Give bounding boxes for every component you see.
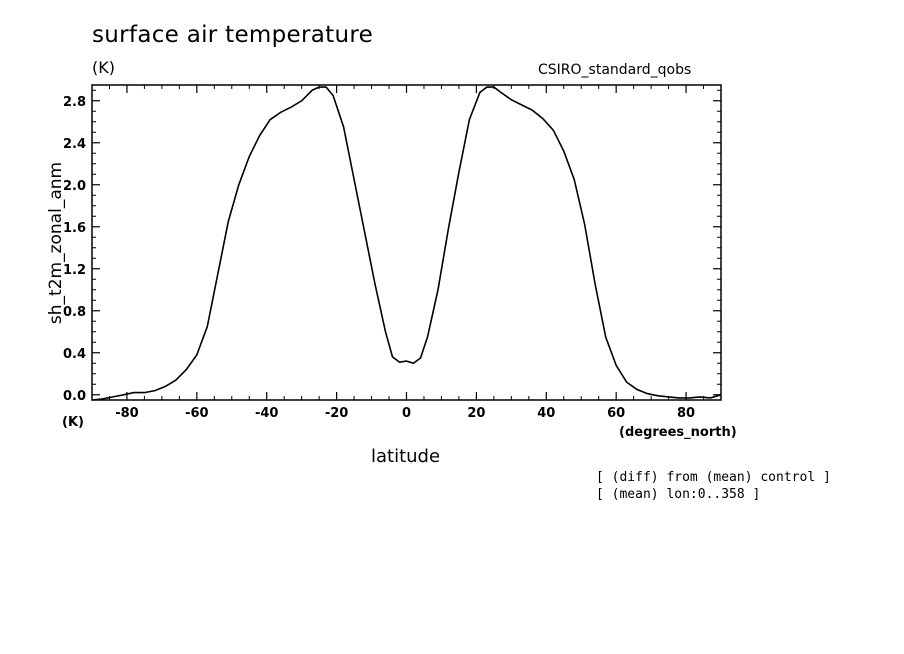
x-unit-label: (degrees_north) (619, 425, 737, 440)
note-diff: [ (diff) from (mean) control ] (596, 470, 831, 485)
chart-title: surface air temperature (92, 22, 374, 48)
series-line (91, 86, 722, 401)
x-axis-label: latitude (371, 446, 441, 467)
model-label: CSIRO_standard_qobs (538, 62, 692, 78)
y-tick-label: 0.4 (63, 347, 86, 362)
y-tick-label: 0.0 (63, 389, 86, 404)
y-tick-label: 2.8 (63, 95, 86, 110)
x-tick-label: -40 (255, 406, 279, 421)
title-units: (K) (92, 58, 115, 77)
y-tick-label: 1.6 (63, 221, 86, 236)
y-tick-label: 0.8 (63, 305, 86, 320)
x-tick-label: -80 (115, 406, 139, 421)
y-tick-label: 2.0 (63, 179, 86, 194)
x-tick-label: -60 (185, 406, 209, 421)
y-tick-label: 1.2 (63, 263, 86, 278)
y-unit-label: (K) (62, 415, 84, 430)
x-tick-label: 20 (467, 406, 485, 421)
x-tick-label: 60 (607, 406, 625, 421)
x-tick-label: 80 (677, 406, 695, 421)
x-tick-label: -20 (325, 406, 349, 421)
y-tick-label: 2.4 (63, 137, 86, 152)
x-tick-label: 40 (537, 406, 555, 421)
plot-frame (91, 84, 722, 401)
axes: -80 -60 -40 -20 0 20 40 60 80 0.0 0.4 0.8 1.2 1.6 2.0 2… (63, 85, 722, 421)
x-tick-label: 0 (402, 406, 411, 421)
note-mean: [ (mean) lon:0..358 ] (596, 487, 761, 502)
